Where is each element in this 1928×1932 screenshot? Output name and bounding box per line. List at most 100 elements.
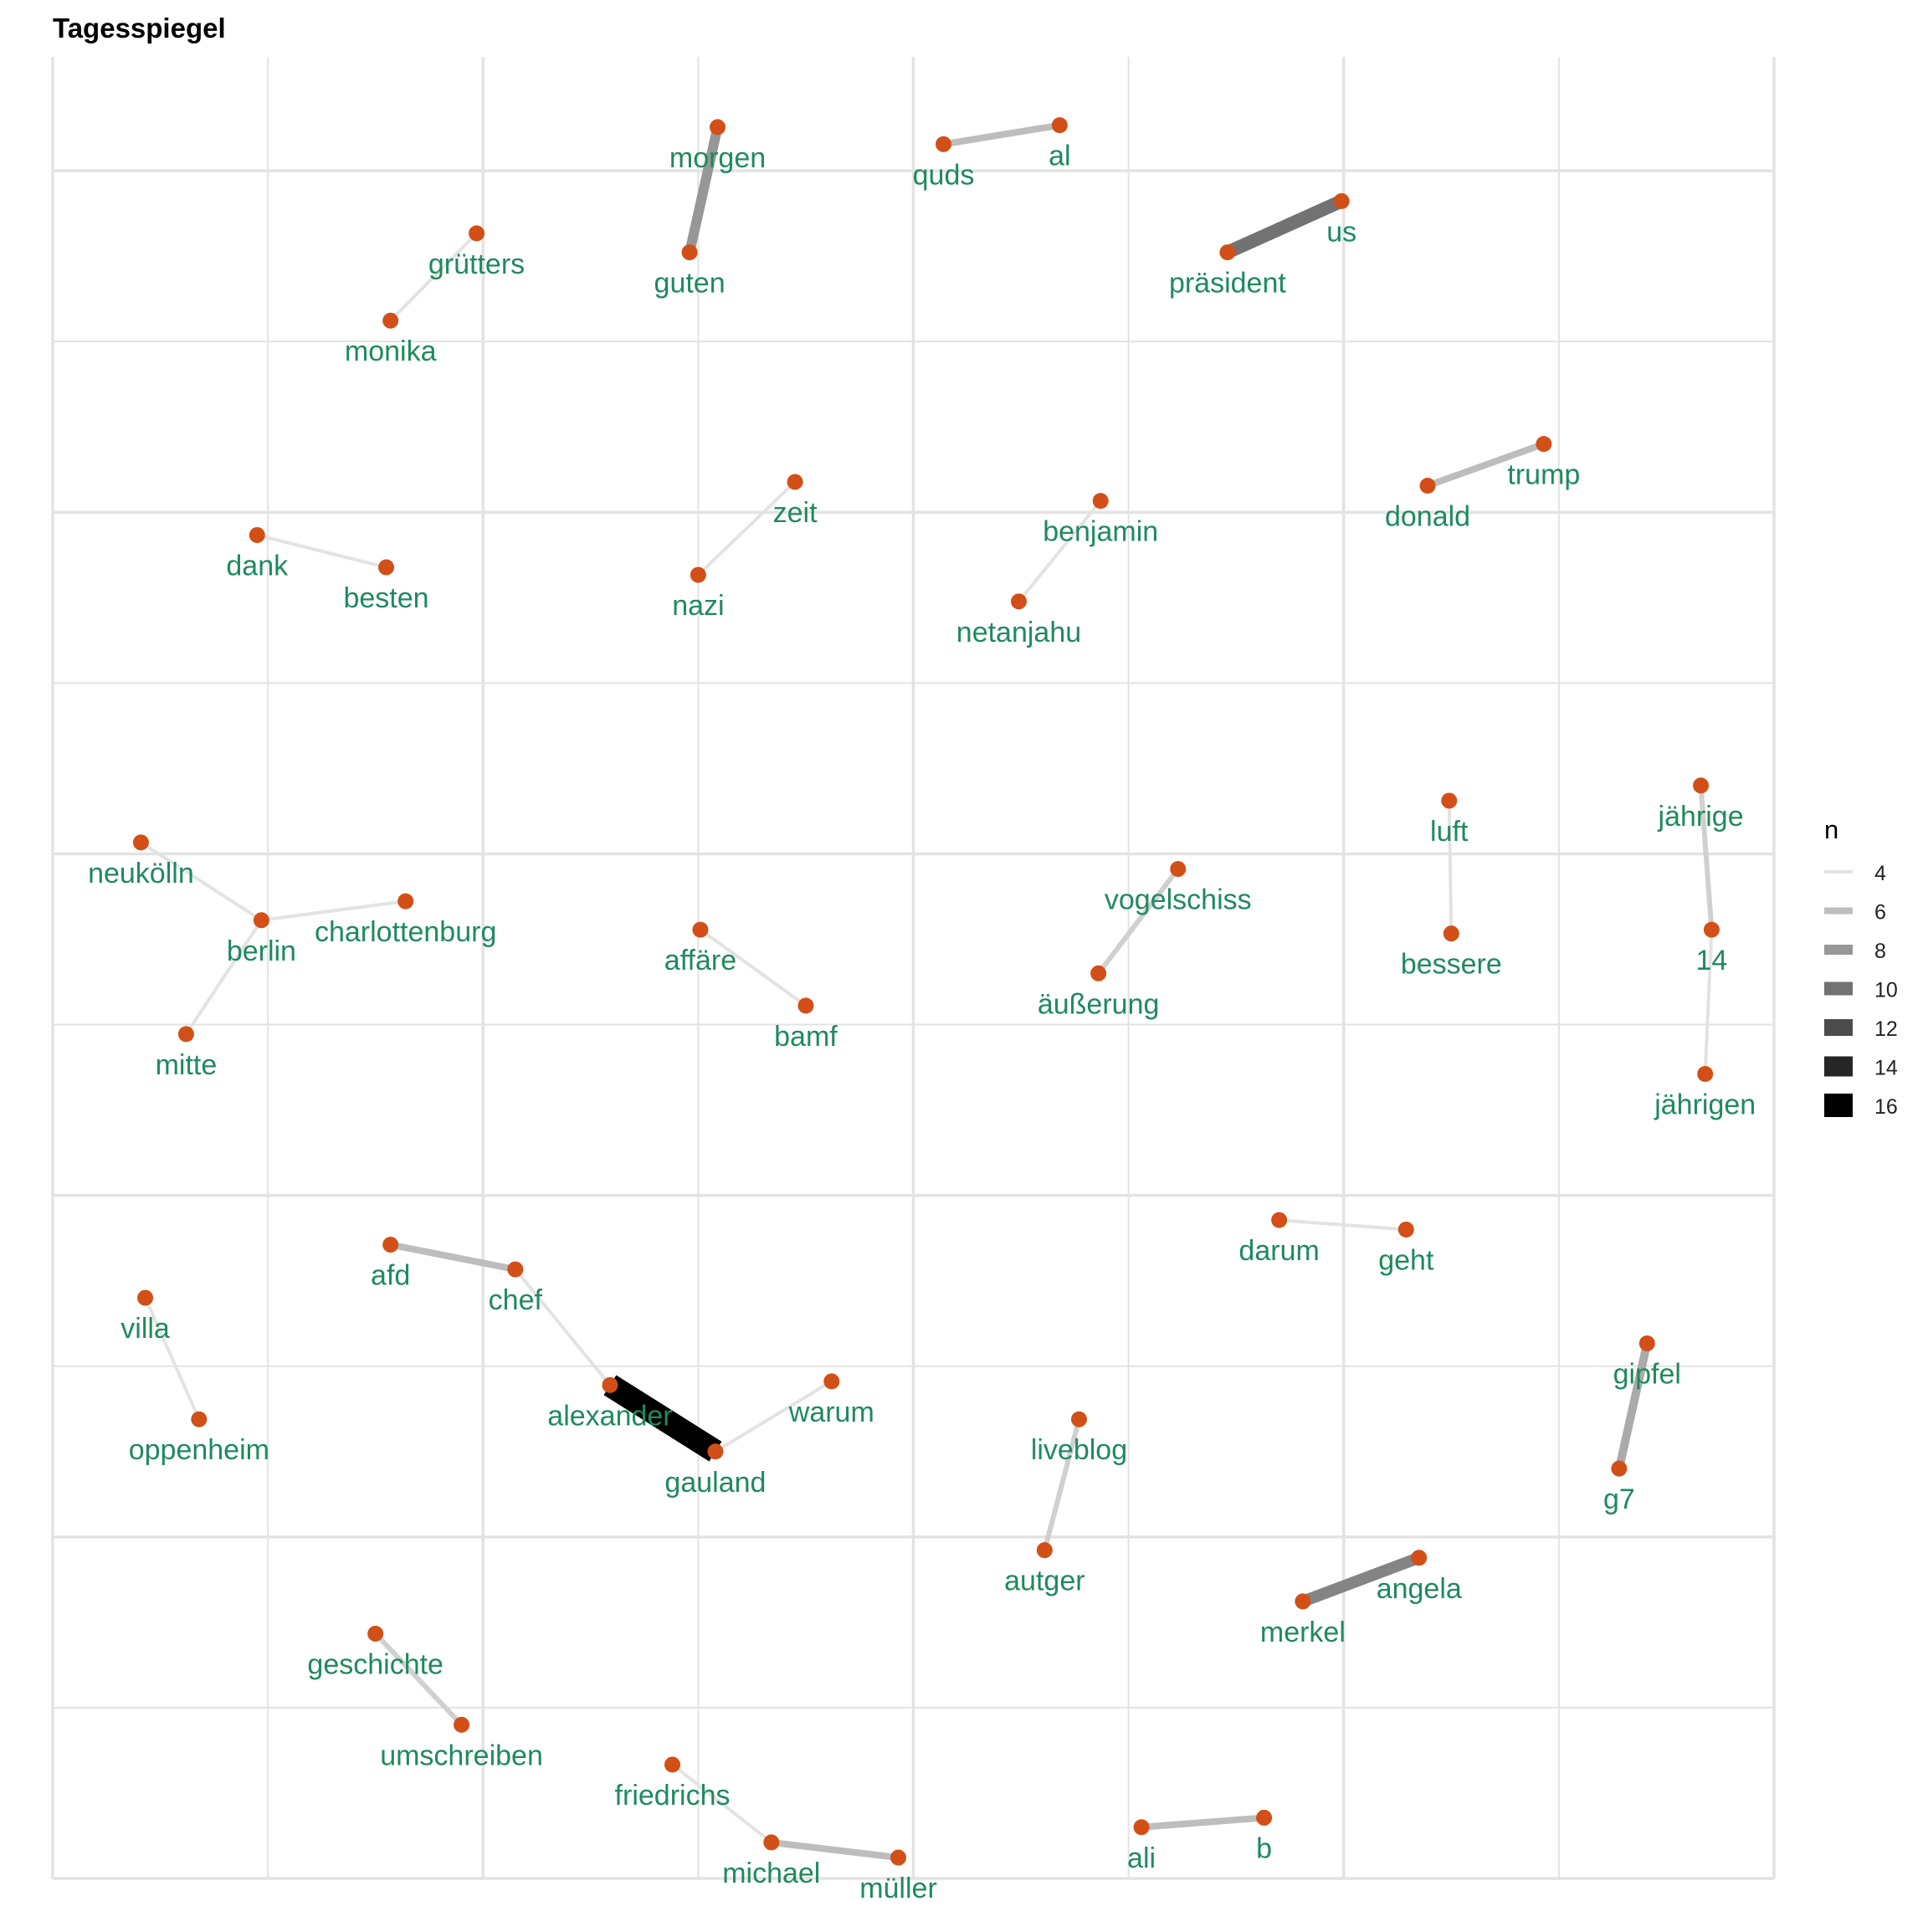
node-label: angela (1377, 1573, 1462, 1605)
node-label: vogelschiss (1105, 884, 1252, 916)
node-label: villa (120, 1313, 170, 1345)
node-gipfel (1638, 1335, 1655, 1352)
node-jährige (1693, 777, 1710, 794)
node-label: chef (489, 1284, 543, 1316)
edge-quds-al (942, 121, 1060, 148)
edge-afd-chef (389, 1241, 516, 1273)
node-label: berlin (227, 935, 296, 967)
edge-michael-müller (771, 1838, 899, 1862)
legend-label: 16 (1874, 1095, 1898, 1119)
edge-präsident-us (1224, 195, 1345, 259)
node-oppenheim (191, 1411, 208, 1427)
node-label: bamf (774, 1021, 838, 1053)
legend-title: n (1824, 815, 1838, 844)
node-neukölln (132, 834, 149, 851)
node-donald (1419, 478, 1436, 495)
node-berlin (253, 912, 269, 929)
chart-title: Tagesspiegel (53, 13, 226, 44)
edge-berlin-charlottenburg (261, 899, 406, 922)
node-label: autger (1004, 1566, 1084, 1597)
node-grütters (469, 225, 485, 242)
node-label: donald (1385, 501, 1470, 533)
node-label: darum (1238, 1235, 1319, 1267)
node-vogelschiss (1170, 861, 1187, 878)
node-label: michael (722, 1858, 820, 1889)
node-afd (382, 1237, 399, 1253)
node-zeit (787, 474, 803, 490)
node-guten (681, 244, 698, 261)
edge-gauland-warum (714, 1380, 833, 1453)
edge-friedrichs-michael (671, 1763, 773, 1844)
node-label: besten (343, 582, 428, 614)
node-label: zeit (773, 497, 818, 529)
node-darum (1271, 1212, 1288, 1228)
node-villa (137, 1289, 154, 1306)
edge-bessere-luft (1447, 800, 1454, 934)
node-monika (382, 312, 399, 329)
edge-darum-geht (1279, 1218, 1407, 1232)
node-label: benjamin (1043, 516, 1158, 548)
grid-layer (51, 57, 1776, 1880)
node-label: warum (788, 1396, 874, 1428)
edge-14-jährigen (1703, 930, 1714, 1074)
edge-villa-oppenheim (143, 1297, 201, 1421)
node-label: friedrichs (615, 1780, 731, 1812)
node-label: charlottenburg (315, 916, 496, 948)
node-chef (507, 1261, 524, 1278)
legend: n 4 6 8 10 12 14 16 (1824, 815, 1898, 1119)
edge-neukölln-berlin (140, 841, 263, 922)
node-label: mitte (156, 1049, 218, 1081)
edge-äußerung-vogelschiss (1096, 867, 1181, 976)
edge-donald-trump (1426, 440, 1546, 489)
legend-label: 14 (1874, 1057, 1898, 1080)
node-label: alexander (547, 1400, 672, 1432)
edge-chef-alexander (514, 1268, 612, 1386)
legend-label: 8 (1874, 940, 1886, 963)
node-luft (1441, 792, 1458, 809)
node-äußerung (1090, 965, 1107, 981)
node-label: jährige (1658, 801, 1744, 833)
node-14 (1703, 921, 1720, 938)
node-trump (1536, 436, 1552, 453)
node-müller (890, 1849, 907, 1866)
node-bessere (1443, 925, 1459, 942)
node-quds (935, 136, 951, 152)
node-warum (823, 1373, 840, 1390)
node-label: gauland (664, 1467, 766, 1499)
node-jährigen (1697, 1065, 1714, 1082)
node-merkel (1295, 1593, 1311, 1610)
node-autger (1036, 1542, 1053, 1559)
node-netanjahu (1010, 593, 1027, 610)
node-layer (132, 117, 1720, 1866)
edge-merkel-angela (1300, 1552, 1422, 1607)
edge-autger-liveblog (1042, 1418, 1082, 1551)
node-label: 14 (1696, 945, 1728, 976)
node-label: neukölln (88, 858, 194, 889)
node-label: müller (859, 1873, 937, 1904)
node-dank (249, 526, 265, 543)
edge-affäre-bamf (699, 928, 808, 1007)
node-label: präsident (1169, 268, 1286, 300)
node-g7 (1611, 1460, 1628, 1477)
node-nazi (690, 566, 706, 583)
node-label: g7 (1603, 1484, 1635, 1515)
node-label: guten (654, 268, 726, 300)
label-layer: morgen guten quds al us präsident grütters moni… (88, 141, 1756, 1904)
node-label: afd (371, 1260, 410, 1292)
node-michael (763, 1834, 780, 1851)
node-label: luft (1430, 816, 1469, 848)
edge-nazi-zeit (696, 480, 797, 577)
edge-berlin-mitte (184, 919, 264, 1035)
node-b (1256, 1809, 1273, 1826)
node-label: trump (1507, 459, 1580, 491)
node-affäre (692, 921, 709, 938)
node-charlottenburg (397, 893, 414, 910)
node-al (1051, 117, 1068, 134)
node-bamf (797, 997, 814, 1014)
node-label: geschichte (307, 1648, 444, 1680)
node-morgen (710, 119, 726, 136)
node-label: oppenheim (129, 1434, 269, 1466)
node-us (1333, 192, 1350, 209)
